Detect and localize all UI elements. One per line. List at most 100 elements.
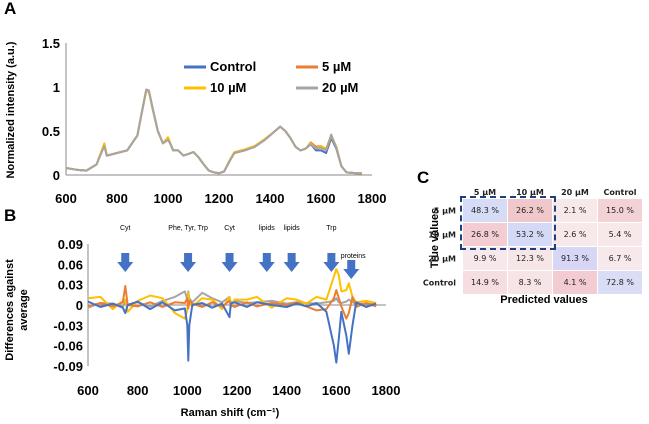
matrix-row-header-control: Control <box>423 271 463 295</box>
panel-b-line-10-m <box>87 268 377 320</box>
matrix-cell: 2.6 % <box>552 222 598 247</box>
panel-b-y-label-line2: average <box>18 289 30 331</box>
matrix-cell: 6.7 % <box>597 246 643 271</box>
panel-a-x-tick-1800: 1800 <box>358 191 387 206</box>
matrix-cell: 91.3 % <box>552 246 598 271</box>
panel-b-y-tick-0-06: 0.06 <box>58 257 83 272</box>
panel-b-x-tick-800: 800 <box>127 383 149 398</box>
panel-a-x-ticks: 600 800 1000 1200 1400 1600 1800 <box>55 191 386 206</box>
panel-a-y-tick-1-5: 1.5 <box>42 36 60 51</box>
matrix-row-label: 5 µM <box>433 206 456 215</box>
panel-b-y-label-line1: Differences against <box>4 259 16 361</box>
panel-b-annotations: Cyt Phe, Tyr, Trp Cyt lipids lipids Trp protei… <box>117 225 366 279</box>
panel-a-line-control <box>65 88 362 175</box>
panel-a-y-tick-1: 1 <box>53 80 60 95</box>
matrix-col-header-20-m: 20 µM <box>561 187 589 197</box>
matrix-col-header-5-m: 5 µM <box>473 187 497 197</box>
panel-b-x-label: Raman shift (cm⁻¹) <box>181 407 280 419</box>
matrix-row: 20 µM 9.9 % 12.3 % 91.3 % 6.7 % <box>428 246 643 271</box>
panel-b-series-lines <box>87 268 377 364</box>
matrix-col-header-control: Control <box>603 187 637 197</box>
matrix-cell: 8.3 % <box>507 270 553 295</box>
panel-label-a: A <box>4 0 16 18</box>
panel-a-x-tick-1600: 1600 <box>307 191 336 206</box>
matrix-row: 5 µM 48.3 % 26.2 % 2.1 % 15.0 % <box>434 198 643 223</box>
legend-label-10-m: 10 µM <box>210 80 246 95</box>
legend-label-control: Control <box>210 59 256 74</box>
matrix-cell: 5.4 % <box>597 222 643 247</box>
matrix-row-label: 10 µM <box>428 230 456 239</box>
legend-label-5-m: 5 µM <box>322 59 351 74</box>
annotation-arrow-icon <box>323 253 340 272</box>
annotation-arrow-icon <box>258 253 275 272</box>
panel-a-x-tick-800: 800 <box>106 191 128 206</box>
panel-b-y-tick-0: 0 <box>76 298 83 313</box>
panel-c-y-label: True values <box>429 208 441 269</box>
panel-a-x-tick-1400: 1400 <box>256 191 285 206</box>
panel-b-y-tick-0-03: -0.03 <box>53 318 83 333</box>
panel-a-x-tick-1200: 1200 <box>205 191 234 206</box>
panel-b-line-control <box>87 300 377 364</box>
matrix-cell: 15.0 % <box>597 198 643 223</box>
annotation-arrow-icon <box>343 260 360 279</box>
panel-b-x-tick-600: 600 <box>77 383 99 398</box>
panel-b-x-ticks: 600 800 1000 1200 1400 1600 1800 <box>77 383 400 398</box>
panel-a-y-label: Normalized intensity (a.u.) <box>5 41 17 178</box>
matrix-row-header-20-m: 20 µM <box>428 247 463 271</box>
panel-a-line-10-m <box>65 89 362 175</box>
annotation-arrow-icon <box>283 253 300 272</box>
matrix-row-header-10-m: 10 µM <box>428 223 463 247</box>
matrix-row: Control 14.9 % 8.3 % 4.1 % 72.8 % <box>423 270 643 295</box>
annotation-label-7: proteins <box>341 253 366 260</box>
annotation-label-5: lipids <box>284 225 300 232</box>
panel-a-x-tick-1000: 1000 <box>154 191 183 206</box>
matrix-header-row: 5 µM 10 µM 20 µM Control <box>460 186 643 199</box>
panel-a-line-20-m <box>65 88 362 175</box>
panel-a-y-tick-0: 0 <box>53 168 60 183</box>
annotation-arrow-icon <box>221 253 238 272</box>
annotation-arrow-icon <box>180 253 197 272</box>
panel-b-x-tick-1800: 1800 <box>372 383 401 398</box>
panel-a-y-ticks: 0 0.5 1 1.5 <box>42 36 60 183</box>
panel-b-y-tick-0-09: 0.09 <box>58 237 83 252</box>
panel-b-x-tick-1400: 1400 <box>272 383 301 398</box>
matrix-col-header-10-m: 10 µM <box>516 187 544 197</box>
legend-label-20-m: 20 µM <box>322 80 358 95</box>
matrix-cell: 14.9 % <box>462 270 508 295</box>
matrix-cell: 4.1 % <box>552 270 598 295</box>
matrix-cell: 2.1 % <box>552 198 598 223</box>
matrix-cell: 26.8 % <box>462 222 508 247</box>
confusion-matrix: 5 µM 10 µM 20 µM Control 5 µM 48.3 % 26.2 % 2.1… <box>423 186 643 295</box>
matrix-row-label: Control <box>422 278 456 287</box>
panel-a-line-5-m <box>65 89 362 175</box>
panel-a-y-tick-0-5: 0.5 <box>42 124 60 139</box>
matrix-cell: 12.3 % <box>507 246 553 271</box>
matrix-cell: 53.2 % <box>507 222 553 247</box>
panel-a-legend: Control 5 µM 10 µM 20 µM <box>184 59 358 95</box>
panel-b-y-tick-0-03: 0.03 <box>58 278 83 293</box>
panel-b-y-tick-0-06: -0.06 <box>53 339 83 354</box>
matrix-row-header-5-m: 5 µM <box>434 199 463 223</box>
panel-a-x-tick-600: 600 <box>55 191 77 206</box>
matrix-row: 10 µM 26.8 % 53.2 % 2.6 % 5.4 % <box>428 222 643 247</box>
panel-b-x-tick-1000: 1000 <box>173 383 202 398</box>
panel-label-c: C <box>417 168 429 187</box>
panel-a-chart: Normalized intensity (a.u.) 600 800 1000 12… <box>5 36 386 206</box>
annotation-label-2: Phe, Tyr, Trp <box>168 225 208 232</box>
panel-b-x-tick-1200: 1200 <box>223 383 252 398</box>
annotation-label-3: Cyt <box>224 225 235 232</box>
panel-label-b: B <box>4 206 16 225</box>
matrix-cell: 26.2 % <box>507 198 553 223</box>
annotation-label-4: lipids <box>259 225 275 232</box>
annotation-arrow-icon <box>117 253 134 272</box>
matrix-row-label: 20 µM <box>428 254 456 263</box>
panel-b-y-ticks: 0.09 0.06 0.03 0 -0.03 -0.06 -0.09 <box>53 237 83 374</box>
annotation-label-6: Trp <box>326 225 336 232</box>
matrix-cell: 48.3 % <box>462 198 508 223</box>
panel-b-chart: Differences against average Raman shift … <box>4 225 400 419</box>
panel-a-series-lines <box>65 88 362 175</box>
panel-b-x-tick-1600: 1600 <box>322 383 351 398</box>
panel-b-y-tick-0-09: -0.09 <box>53 359 83 374</box>
matrix-cell: 9.9 % <box>462 246 508 271</box>
